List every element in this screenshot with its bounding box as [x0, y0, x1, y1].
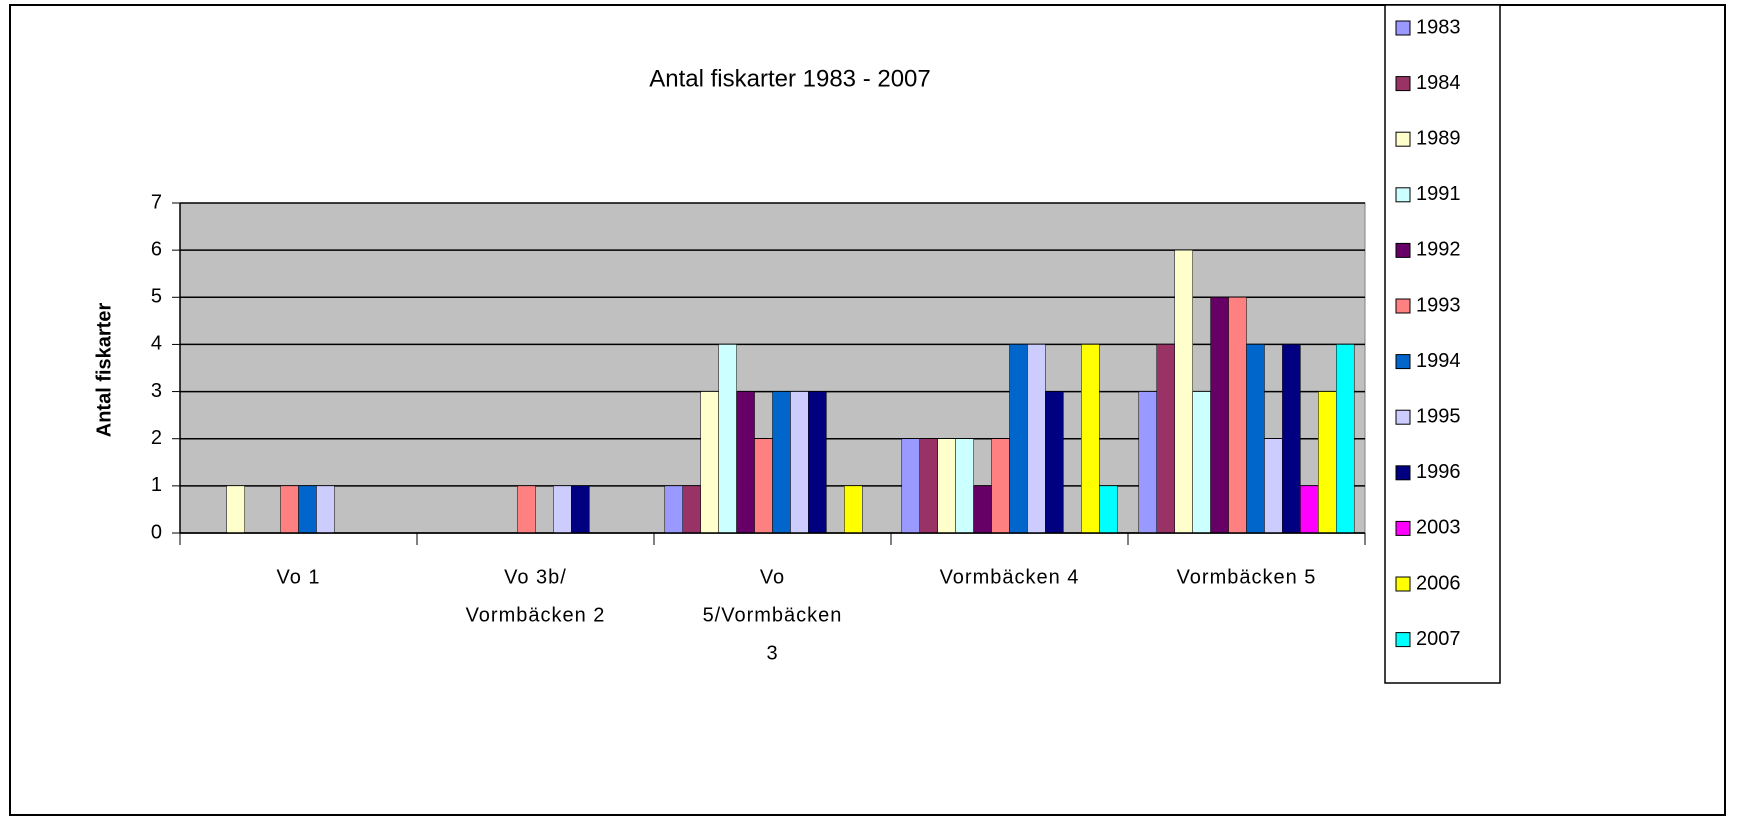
bar — [955, 438, 974, 534]
bar — [1027, 344, 1046, 534]
legend-label: 1993 — [1416, 294, 1461, 316]
bar — [844, 485, 863, 534]
legend-swatch — [1395, 187, 1411, 203]
y-tick-label: 5 — [151, 286, 162, 308]
bar — [718, 344, 737, 534]
bar — [1045, 391, 1064, 534]
bar — [1210, 297, 1229, 534]
bar — [937, 438, 956, 534]
bar — [1174, 249, 1193, 534]
legend-label: 2007 — [1416, 628, 1461, 650]
legend-swatch — [1395, 298, 1411, 314]
bar — [790, 391, 809, 534]
bar — [1282, 344, 1301, 534]
bar — [754, 438, 773, 534]
bar — [991, 438, 1010, 534]
bar — [1246, 344, 1265, 534]
bar — [280, 485, 299, 534]
legend-swatch — [1395, 131, 1411, 147]
x-tick-label: Vormbäcken 5 — [1177, 566, 1317, 588]
bar — [664, 485, 683, 534]
bar — [682, 485, 701, 534]
bar — [1336, 344, 1355, 534]
chart-title: Antal fiskarter 1983 - 2007 — [649, 65, 931, 92]
legend-label: 1995 — [1416, 405, 1461, 427]
bar — [808, 391, 827, 534]
legend-swatch — [1395, 354, 1411, 370]
bar — [736, 391, 755, 534]
bar — [1228, 297, 1247, 534]
x-tick-label: Vo 1 — [276, 566, 320, 588]
bar — [973, 485, 992, 534]
legend-swatch — [1395, 242, 1411, 258]
legend-label: 1983 — [1416, 16, 1461, 38]
bar — [772, 391, 791, 534]
bar — [553, 485, 572, 534]
legend-label: 1991 — [1416, 183, 1461, 205]
legend-swatch — [1395, 465, 1411, 481]
legend-swatch — [1395, 632, 1411, 648]
bar — [1138, 391, 1157, 534]
bar — [517, 485, 536, 534]
bar — [571, 485, 590, 534]
legend-label: 1984 — [1416, 72, 1461, 94]
x-tick-label: Vo 3b/ — [504, 566, 567, 588]
bar — [316, 485, 335, 534]
y-tick-label: 4 — [151, 333, 162, 355]
legend-label: 1992 — [1416, 239, 1461, 261]
bar — [1318, 391, 1337, 534]
legend-label: 1996 — [1416, 461, 1461, 483]
legend-swatch — [1395, 76, 1411, 92]
x-tick-label: 3 — [766, 642, 778, 664]
x-tick-label: Vormbäcken 2 — [466, 604, 606, 626]
bar — [919, 438, 938, 534]
x-tick-label: Vormbäcken 4 — [940, 566, 1080, 588]
legend-swatch — [1395, 20, 1411, 36]
legend-box — [1384, 4, 1501, 684]
x-tick-label: 5/Vormbäcken — [703, 604, 843, 626]
legend-label: 2006 — [1416, 572, 1461, 594]
legend-swatch — [1395, 576, 1411, 592]
y-tick-label: 1 — [151, 474, 162, 496]
bar — [298, 485, 317, 534]
y-axis-label: Antal fiskarter — [93, 303, 115, 438]
bar — [1300, 485, 1319, 534]
bar — [901, 438, 920, 534]
y-tick-label: 0 — [151, 521, 162, 543]
y-tick-label: 7 — [151, 191, 162, 213]
legend-label: 1989 — [1416, 127, 1461, 149]
legend-label: 2003 — [1416, 517, 1461, 539]
bar — [1264, 438, 1283, 534]
bar — [700, 391, 719, 534]
legend-swatch — [1395, 409, 1411, 425]
bar — [1009, 344, 1028, 534]
legend-label: 1994 — [1416, 350, 1461, 372]
x-tick-label: Vo — [760, 566, 785, 588]
bar — [1099, 485, 1118, 534]
y-tick-label: 3 — [151, 380, 162, 402]
bar — [226, 485, 245, 534]
bar — [1192, 391, 1211, 534]
bar — [1081, 344, 1100, 534]
legend-swatch — [1395, 520, 1411, 536]
y-tick-label: 6 — [151, 238, 162, 260]
y-tick-label: 2 — [151, 427, 162, 449]
bar — [1156, 344, 1175, 534]
